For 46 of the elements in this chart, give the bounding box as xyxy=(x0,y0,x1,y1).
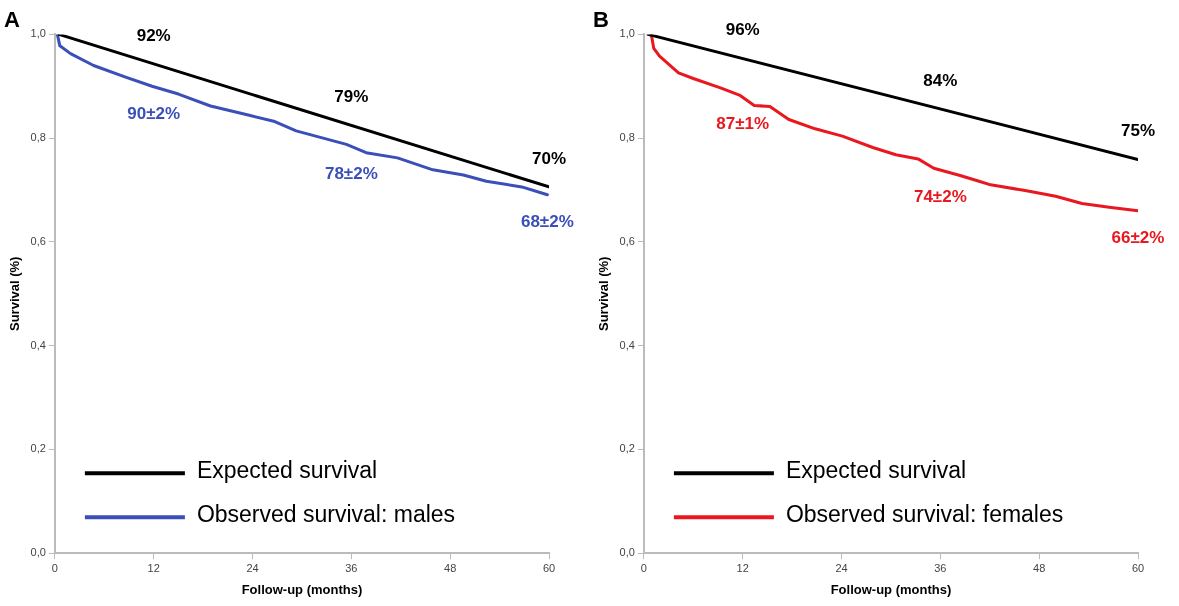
x-tick-label: 24 xyxy=(246,561,259,574)
y-tick-label: 0,6 xyxy=(619,234,635,247)
annotation: 84% xyxy=(923,70,958,90)
annotation: 78±2% xyxy=(324,164,378,184)
x-tick-label: 48 xyxy=(1033,561,1046,574)
y-tick-label: 0,4 xyxy=(619,338,635,351)
annotation: 66±2% xyxy=(1111,228,1165,248)
x-tick-label: 60 xyxy=(1131,561,1145,574)
x-tick-label: 36 xyxy=(345,561,358,574)
annotation: 90±2% xyxy=(127,103,181,123)
y-tick-label: 0,0 xyxy=(619,546,635,559)
x-tick-label: 60 xyxy=(542,561,556,574)
y-tick-label: 0,6 xyxy=(30,234,46,247)
chart-title: A xyxy=(4,7,20,33)
x-tick-label: 48 xyxy=(444,561,457,574)
chart-title: B xyxy=(593,7,609,33)
y-axis-title: Survival (%) xyxy=(596,256,612,332)
annotation: 68±2% xyxy=(520,212,574,232)
annotation: 79% xyxy=(334,86,369,106)
y-tick-label: 0,0 xyxy=(30,546,46,559)
x-tick-label: 36 xyxy=(934,561,947,574)
annotation: 75% xyxy=(1120,121,1156,141)
y-tick-label: 0,8 xyxy=(619,131,635,144)
y-axis-title: Survival (%) xyxy=(7,256,23,332)
x-axis-title: Follow-up (months) xyxy=(830,581,952,597)
x-tick-label: 0 xyxy=(51,561,58,574)
y-tick-label: 1,0 xyxy=(619,27,635,40)
legend-label: Observed survival: females xyxy=(785,500,1064,527)
legend-label: Expected survival xyxy=(785,456,967,483)
x-tick-label: 24 xyxy=(835,561,848,574)
x-tick-label: 0 xyxy=(640,561,647,574)
legend-label: Observed survival: males xyxy=(196,500,456,527)
annotation: 87±1% xyxy=(716,114,770,134)
legend-label: Expected survival xyxy=(196,456,378,483)
x-tick-label: 12 xyxy=(736,561,749,574)
y-tick-label: 1,0 xyxy=(30,27,46,40)
annotation: 96% xyxy=(725,20,760,40)
annotation: 92% xyxy=(136,25,171,45)
annotation: 70% xyxy=(531,148,567,168)
x-axis-title: Follow-up (months) xyxy=(241,581,363,597)
y-tick-label: 0,2 xyxy=(619,442,635,455)
y-tick-label: 0,4 xyxy=(30,338,46,351)
y-tick-label: 0,8 xyxy=(30,131,46,144)
y-tick-label: 0,2 xyxy=(30,442,46,455)
x-tick-label: 12 xyxy=(147,561,160,574)
annotation: 74±2% xyxy=(913,187,967,207)
